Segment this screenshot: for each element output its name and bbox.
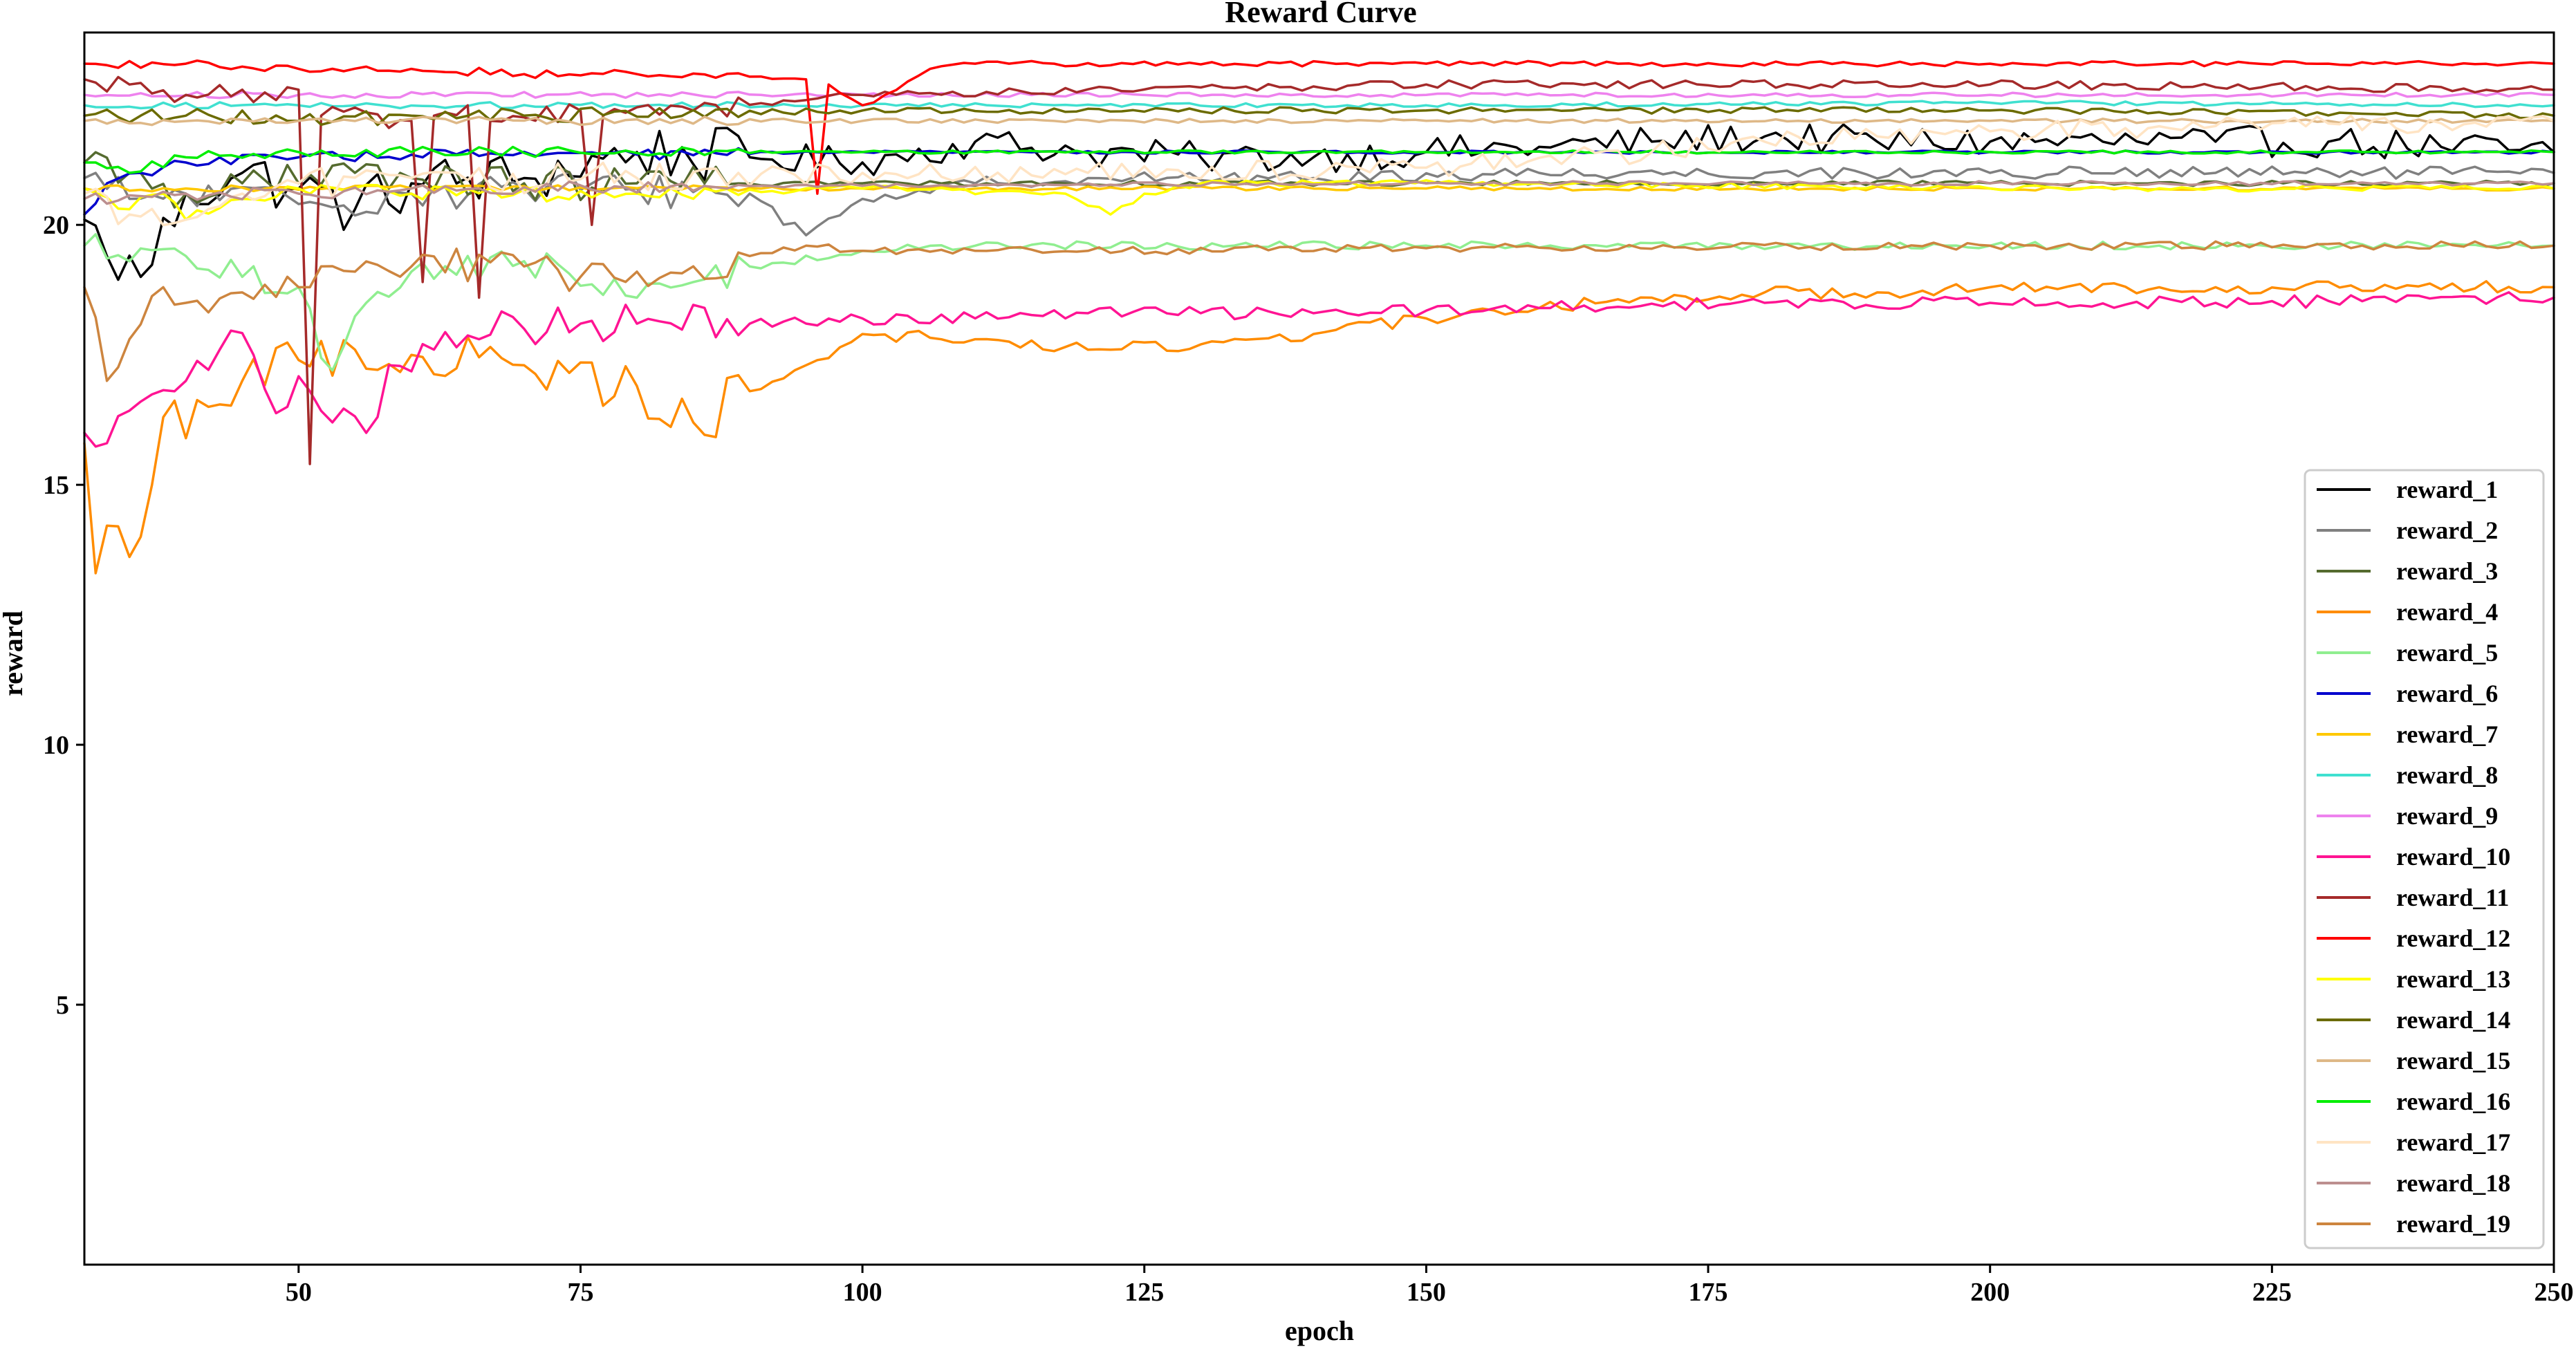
legend-label-reward-3: reward_3 [2396,557,2498,585]
x-tick-label: 100 [843,1278,882,1307]
y-axis-ticks: 5 10 15 20 [43,211,84,1020]
x-axis-label: epoch [1285,1315,1354,1346]
series-line-reward-10 [83,291,2555,448]
legend-label-reward-1: reward_1 [2396,476,2498,503]
legend-label-reward-11: reward_11 [2396,884,2509,911]
series-line-reward-9 [83,91,2555,100]
series-line-reward-15 [83,115,2555,127]
plot-frame [83,31,2555,1266]
series-line-reward-11 [83,75,2555,465]
x-tick-label: 200 [1970,1278,2010,1307]
legend-label-reward-12: reward_12 [2396,924,2510,952]
series-line-reward-16 [83,145,2555,174]
legend-label-reward-5: reward_5 [2396,639,2498,667]
series-line-reward-8 [83,100,2555,110]
legend: reward_1 reward_2 reward_3 reward_4 reward_5… [2304,469,2545,1249]
y-tick-label: 15 [43,471,69,500]
legend-label-reward-13: reward_13 [2396,965,2510,993]
legend-label-reward-8: reward_8 [2396,761,2498,789]
y-tick-label: 10 [43,731,69,760]
series-line-reward-17 [83,114,2555,227]
x-tick-label: 225 [2252,1278,2292,1307]
series-line-reward-1 [83,123,2555,281]
legend-label-reward-18: reward_18 [2396,1169,2510,1197]
y-tick-label: 20 [43,211,69,240]
series-layer [83,59,2555,575]
x-axis-ticks: 50 75 100 125 150 175 200 225 250 [286,1265,2574,1307]
legend-label-reward-6: reward_6 [2396,680,2498,707]
x-tick-label: 175 [1689,1278,1728,1307]
series-line-reward-18 [83,180,2555,205]
legend-label-reward-10: reward_10 [2396,843,2510,871]
legend-label-reward-7: reward_7 [2396,720,2498,748]
y-tick-label: 5 [56,991,69,1020]
x-tick-label: 75 [567,1278,593,1307]
series-line-reward-12 [83,59,2555,195]
legend-label-reward-14: reward_14 [2396,1006,2510,1034]
series-line-reward-5 [83,233,2555,372]
series-line-reward-2 [83,165,2555,236]
legend-label-reward-4: reward_4 [2396,598,2498,626]
legend-label-reward-17: reward_17 [2396,1128,2510,1156]
x-tick-label: 50 [286,1278,312,1307]
legend-label-reward-2: reward_2 [2396,517,2498,544]
legend-label-reward-15: reward_15 [2396,1047,2510,1074]
legend-label-reward-19: reward_19 [2396,1210,2510,1238]
legend-box [2304,469,2545,1249]
series-line-reward-14 [83,106,2555,127]
y-axis-label: reward [0,611,28,696]
series-line-reward-19 [83,240,2555,382]
series-line-reward-4 [83,280,2555,575]
legend-label-reward-9: reward_9 [2396,802,2498,830]
x-tick-label: 150 [1407,1278,1446,1307]
chart-title: Reward Curve [1225,0,1416,29]
legend-label-reward-16: reward_16 [2396,1088,2510,1115]
x-tick-label: 125 [1124,1278,1164,1307]
x-tick-label: 250 [2535,1278,2574,1307]
